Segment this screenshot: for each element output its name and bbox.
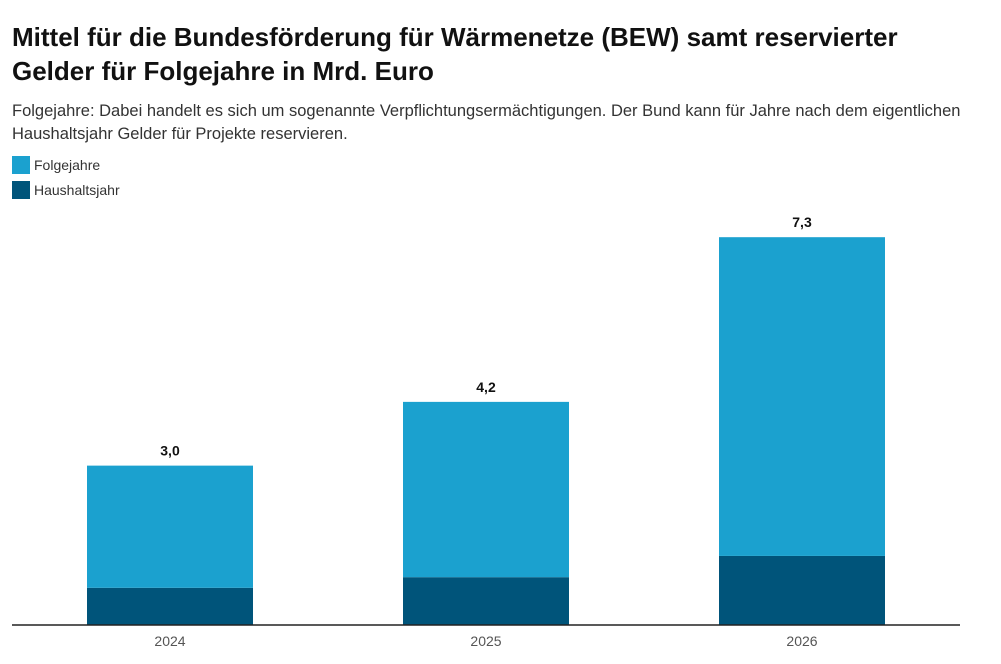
x-tick-label-2026: 2026 bbox=[786, 633, 817, 649]
legend-item-folgejahre: Folgejahre bbox=[12, 156, 120, 174]
bar-folgejahre-2025 bbox=[403, 401, 569, 578]
legend-item-haushaltsjahr: Haushaltsjahr bbox=[12, 181, 120, 199]
bar-haushaltsjahr-2025 bbox=[403, 577, 569, 625]
legend: Folgejahre Haushaltsjahr bbox=[12, 156, 120, 206]
bar-haushaltsjahr-2026 bbox=[719, 555, 885, 625]
bar-folgejahre-2026 bbox=[719, 237, 885, 556]
legend-label-haushaltsjahr: Haushaltsjahr bbox=[34, 182, 120, 198]
chart-subtitle: Folgejahre: Dabei handelt es sich um sog… bbox=[12, 102, 961, 143]
total-label-2026: 7,3 bbox=[792, 214, 812, 230]
x-tick-label-2024: 2024 bbox=[154, 633, 185, 649]
legend-label-folgejahre: Folgejahre bbox=[34, 157, 101, 173]
x-tick-label-2025: 2025 bbox=[470, 633, 501, 649]
chart-title: Mittel für die Bundesförderung für Wärme… bbox=[12, 22, 898, 86]
legend-swatch-haushaltsjahr bbox=[12, 181, 30, 199]
total-label-2024: 3,0 bbox=[160, 443, 180, 459]
legend-swatch-folgejahre bbox=[12, 156, 30, 174]
bar-haushaltsjahr-2024 bbox=[87, 587, 253, 625]
total-label-2025: 4,2 bbox=[476, 379, 496, 395]
bar-folgejahre-2024 bbox=[87, 465, 253, 588]
